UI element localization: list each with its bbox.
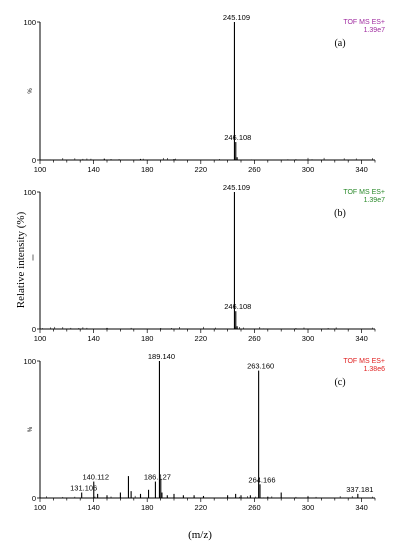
instrument-label: TOF MS ES+ xyxy=(343,19,385,26)
y-percent-symbol: % xyxy=(28,88,34,94)
y-tick-label: 0 xyxy=(32,325,36,334)
intensity-label: 1.39e7 xyxy=(364,197,386,204)
spectrum-panel-a: 100 140 180 220 260 300 3400100%245.109246.108… xyxy=(23,13,385,174)
x-tick-label: 140 xyxy=(87,503,100,512)
x-tick-label: 140 xyxy=(87,334,100,343)
x-tick-label: 340 xyxy=(355,503,368,512)
x-tick-label: 100 xyxy=(34,165,47,174)
x-tick-label: 260 xyxy=(248,165,261,174)
x-tick-label: 140 xyxy=(87,165,100,174)
x-tick-label: 100 xyxy=(34,334,47,343)
x-axis-title: (m/z) xyxy=(188,529,212,541)
panel-letter: (a) xyxy=(334,38,345,49)
x-tick-label: 340 xyxy=(355,165,368,174)
y-tick-label: 100 xyxy=(23,357,36,366)
y-tick-label: 0 xyxy=(32,494,36,503)
x-tick-label: 220 xyxy=(195,334,208,343)
peak-label: 264.166 xyxy=(248,475,275,484)
x-tick-label: 180 xyxy=(141,165,154,174)
x-tick-label: 260 xyxy=(248,334,261,343)
x-tick-label: 180 xyxy=(141,503,154,512)
panel-letter: (c) xyxy=(334,377,345,388)
x-tick-label: 300 xyxy=(302,503,315,512)
x-tick-label: 100 xyxy=(34,503,47,512)
peak-label: 245.109 xyxy=(223,13,250,22)
instrument-label: TOF MS ES+ xyxy=(343,358,385,365)
peak-label: 246.108 xyxy=(224,302,251,311)
peak-label: 337.181 xyxy=(346,485,373,494)
x-tick-label: 220 xyxy=(195,165,208,174)
x-tick-label: 300 xyxy=(302,334,315,343)
peak-label: 246.108 xyxy=(224,133,251,142)
peak-label: 189.140 xyxy=(148,352,175,361)
x-tick-label: 300 xyxy=(302,165,315,174)
spectrum-panel-b: 100 140 180 220 260 300 3400100245.109246.108T… xyxy=(23,183,385,343)
y-percent-symbol: % xyxy=(28,426,34,432)
peak-label: 131.106 xyxy=(70,484,97,493)
y-tick-label: 100 xyxy=(23,188,36,197)
spectrum-panel-c: 100 140 180 220 260 300 3400100%189.140263.160… xyxy=(23,352,385,512)
panel-letter: (b) xyxy=(334,208,346,219)
intensity-label: 1.38e6 xyxy=(364,366,386,373)
peak-label: 263.160 xyxy=(247,362,274,371)
peak-label: 186.127 xyxy=(144,473,171,482)
y-tick-label: 0 xyxy=(32,156,36,165)
x-tick-label: 260 xyxy=(248,503,261,512)
x-tick-label: 340 xyxy=(355,334,368,343)
y-tick-label: 100 xyxy=(23,18,36,27)
instrument-label: TOF MS ES+ xyxy=(343,189,385,196)
y-axis-title: Relative intensity (%) xyxy=(15,211,27,308)
peak-label: 140.112 xyxy=(82,473,109,482)
x-tick-label: 180 xyxy=(141,334,154,343)
intensity-label: 1.39e7 xyxy=(364,27,386,34)
peak-label: 245.109 xyxy=(223,183,250,192)
x-tick-label: 220 xyxy=(195,503,208,512)
